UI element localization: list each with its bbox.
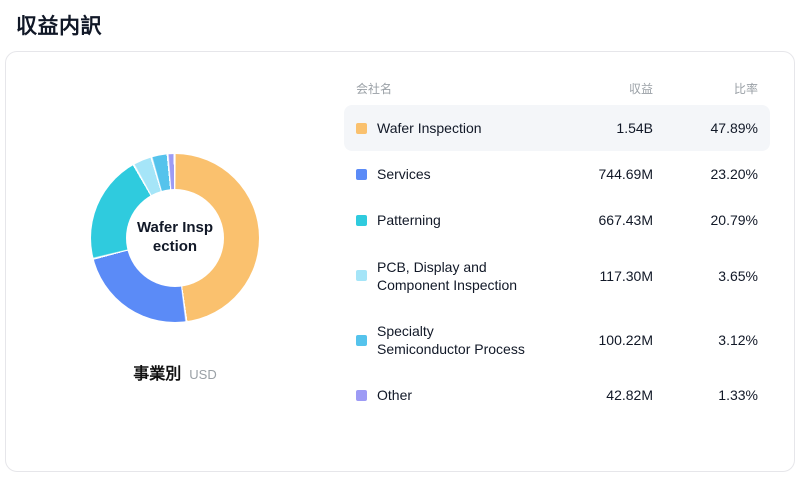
table-row-wafer-inspection[interactable]: Wafer Inspection 1.54B 47.89% xyxy=(344,105,770,152)
series-name: PCB, Display and Component Inspection xyxy=(377,258,518,293)
series-revenue: 744.69M xyxy=(598,166,653,183)
donut-center-label: Wafer Insp ection xyxy=(126,189,224,287)
series-name: Patterning xyxy=(377,212,441,229)
col-header-ratio: 比率 xyxy=(733,82,758,96)
table-row-specialty-semiconductor[interactable]: Specialty Semiconductor Process 100.22M … xyxy=(344,308,770,372)
revenue-breakdown-card: Wafer Insp ection 事業別 USD 会社名 収益 比率 Wafe… xyxy=(5,51,795,472)
series-color-swatch xyxy=(356,389,367,401)
series-revenue: 100.22M xyxy=(598,332,653,349)
series-color-swatch xyxy=(356,214,367,226)
series-color-swatch xyxy=(356,168,367,180)
page-title: 収益内訳 xyxy=(16,15,102,38)
chart-caption: 事業別 USD xyxy=(133,360,216,384)
col-header-name: 会社名 xyxy=(356,82,393,96)
series-name: Specialty Semiconductor Process xyxy=(377,322,525,358)
col-header-revenue: 収益 xyxy=(628,82,653,96)
series-name: Other xyxy=(377,387,413,404)
series-color-swatch xyxy=(356,270,367,282)
series-name: Services xyxy=(377,166,431,183)
series-ratio: 3.65% xyxy=(718,267,758,284)
table-row-other[interactable]: Other 42.82M 1.33% xyxy=(344,372,770,418)
series-revenue: 667.43M xyxy=(598,212,653,229)
series-ratio: 23.20% xyxy=(710,166,758,183)
chart-caption-unit: USD xyxy=(189,367,217,382)
table-row-patterning[interactable]: Patterning 667.43M 20.79% xyxy=(344,197,770,243)
series-ratio: 3.12% xyxy=(718,332,758,349)
series-color-swatch xyxy=(356,334,367,346)
series-revenue: 117.30M xyxy=(599,267,653,284)
series-color-swatch xyxy=(356,122,367,134)
donut-chart[interactable]: Wafer Insp ection xyxy=(91,154,259,322)
donut-chart-pane: Wafer Insp ection 事業別 USD xyxy=(6,52,344,471)
chart-caption-label: 事業別 xyxy=(133,366,182,383)
breakdown-table: 会社名 収益 比率 Wafer Inspection 1.54B 47.89% … xyxy=(344,52,794,471)
table-row-services[interactable]: Services 744.69M 23.20% xyxy=(344,151,770,197)
table-row-pcb-display[interactable]: PCB, Display and Component Inspection 11… xyxy=(344,244,770,308)
series-name: Wafer Inspection xyxy=(377,120,482,136)
series-ratio: 1.33% xyxy=(718,387,758,404)
series-ratio: 47.89% xyxy=(710,120,758,137)
series-ratio: 20.79% xyxy=(710,212,758,229)
series-revenue: 1.54B xyxy=(616,120,653,137)
table-header-row: 会社名 収益 比率 xyxy=(344,80,770,97)
series-revenue: 42.82M xyxy=(606,387,653,404)
